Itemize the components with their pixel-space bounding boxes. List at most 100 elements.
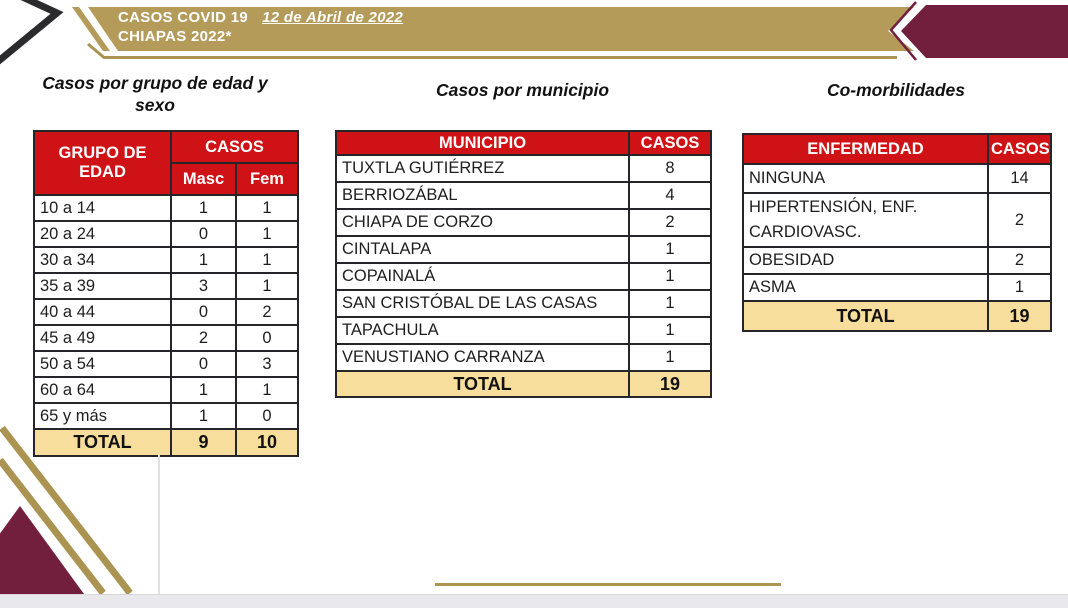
table-row: COPAINALÁ 1 [335,262,712,291]
table-row: 65 y más 1 0 [33,402,299,430]
enfermedad-name: HIPERTENSIÓN, ENF. CARDIOVASC. [742,192,989,248]
masc-count: 0 [170,298,237,326]
fem-count: 1 [235,246,299,274]
maroon-corner-triangle [0,506,84,594]
fem-count: 0 [235,324,299,352]
table-row: 20 a 24 0 1 [33,220,299,248]
casos-count: 1 [628,235,712,264]
table-row: 45 a 49 2 0 [33,324,299,352]
table-row: TUXTLA GUTIÉRREZ 8 [335,154,712,183]
municipio-name: SAN CRISTÓBAL DE LAS CASAS [335,289,630,318]
total-masc: 9 [170,428,237,457]
masc-count: 1 [170,402,237,430]
enfermedad-name: OBESIDAD [742,246,989,275]
municipio-name: CHIAPA DE CORZO [335,208,630,237]
municipio-name: CINTALAPA [335,235,630,264]
age-group: 50 a 54 [33,350,172,378]
fem-count: 1 [235,194,299,222]
age-table-title-line1: Casos por grupo de edad y [42,73,268,93]
masc-count: 3 [170,272,237,300]
casos-count: 1 [628,289,712,318]
total-row: TOTAL 19 [335,370,712,398]
masc-count: 1 [170,246,237,274]
casos-count: 14 [987,163,1052,194]
age-group: 30 a 34 [33,246,172,274]
gold-banner-underline [87,42,897,59]
table-row: CINTALAPA 1 [335,235,712,264]
total-label: TOTAL [335,370,630,398]
casos-count: 1 [987,273,1052,302]
comorbidity-table-title: Co-morbilidades [826,80,966,100]
table-row: BERRIOZÁBAL 4 [335,181,712,210]
total-label: TOTAL [742,300,989,332]
municipio-table: MUNICIPIO CASOS TUXTLA GUTIÉRREZ 8 BERRI… [335,130,712,398]
fem-count: 1 [235,220,299,248]
municipio-col-header: MUNICIPIO [335,130,630,156]
age-group: 60 a 64 [33,376,172,404]
banner-title: CASOS COVID 19 [118,9,249,26]
age-group: 45 a 49 [33,324,172,352]
age-group: 65 y más [33,402,172,430]
casos-col-header: CASOS [170,130,299,164]
table-row: 10 a 14 1 1 [33,194,299,222]
slide-edge-line [158,455,160,594]
gold-diagonal-line [0,425,133,594]
gold-diagonal-line [0,457,106,594]
casos-count: 1 [628,262,712,291]
municipio-name: TAPACHULA [335,316,630,345]
gold-sliver [72,7,110,51]
masc-count: 2 [170,324,237,352]
table-row: ASMA 1 [742,273,1052,302]
casos-col-header: CASOS [628,130,712,156]
banner-title-block: CASOS COVID 19 12 de Abril de 2022 CHIAPA… [118,8,403,46]
table-row: 40 a 44 0 2 [33,298,299,326]
casos-col-header: CASOS [987,133,1052,165]
table-row: CHIAPA DE CORZO 2 [335,208,712,237]
municipio-table-title: Casos por municipio [435,80,610,100]
table-row: TAPACHULA 1 [335,316,712,345]
masc-count: 0 [170,220,237,248]
table-row: 50 a 54 0 3 [33,350,299,378]
age-table-title-line2: sexo [135,95,175,115]
viewer-bottom-bar [0,594,1068,608]
total-fem: 10 [235,428,299,457]
age-col-header: GRUPO DE EDAD [33,130,172,196]
age-group: 35 a 39 [33,272,172,300]
masc-count: 0 [170,350,237,378]
gold-banner-band [88,7,914,51]
casos-count: 4 [628,181,712,210]
header-ribbon-decoration [0,0,1068,65]
banner-date: 12 de Abril de 2022 [262,9,404,26]
table-row: OBESIDAD 2 [742,246,1052,275]
maroon-arrow-flag [901,5,1068,58]
municipio-name: TUXTLA GUTIÉRREZ [335,154,630,183]
age-table-title: Casos por grupo de edad y sexo [30,72,280,116]
footer-gold-line [435,583,781,586]
enfermedad-name: NINGUNA [742,163,989,194]
table-row: NINGUNA 14 [742,163,1052,194]
age-group: 40 a 44 [33,298,172,326]
casos-count: 8 [628,154,712,183]
banner-subtitle: CHIAPAS 2022* [118,28,232,45]
total-label: TOTAL [33,428,172,457]
fem-col-header: Fem [235,162,299,196]
masc-col-header: Masc [170,162,237,196]
chevron-right-icon [0,0,64,65]
masc-count: 1 [170,376,237,404]
casos-count: 1 [628,343,712,372]
total-casos: 19 [628,370,712,398]
table-row: 30 a 34 1 1 [33,246,299,274]
maroon-arrow-outline [889,1,917,61]
casos-count: 2 [987,192,1052,248]
masc-count: 1 [170,194,237,222]
table-row: 60 a 64 1 1 [33,376,299,404]
municipio-name: VENUSTIANO CARRANZA [335,343,630,372]
fem-count: 1 [235,272,299,300]
age-sex-table: GRUPO DE EDAD CASOS Masc Fem 10 a 14 1 1… [33,130,299,457]
total-casos: 19 [987,300,1052,332]
banner-line-1: CASOS COVID 19 12 de Abril de 2022 [118,8,403,27]
comorbidity-table: ENFERMEDAD CASOS NINGUNA 14 HIPERTENSIÓN… [742,133,1052,332]
enfermedad-name: ASMA [742,273,989,302]
table-row: 35 a 39 3 1 [33,272,299,300]
casos-count: 2 [628,208,712,237]
